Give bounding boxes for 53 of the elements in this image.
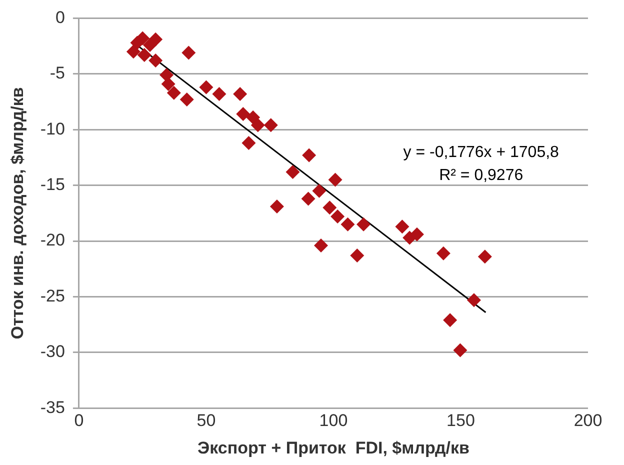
point: [453, 343, 468, 358]
point: [130, 36, 144, 50]
y-tick-label: -20: [40, 230, 65, 250]
point: [161, 76, 176, 91]
point: [233, 86, 248, 101]
point: [314, 238, 328, 253]
x-tick-label: 200: [574, 411, 602, 430]
point: [264, 118, 278, 132]
y-tick-label: -15: [40, 175, 65, 194]
y-tick-label: -30: [40, 342, 65, 362]
point: [142, 38, 157, 52]
point: [478, 250, 492, 264]
y-axis-title: Отток инв. доходов, $млрд/кв: [8, 87, 27, 340]
point: [250, 118, 265, 132]
y-tick-label: 0: [56, 8, 65, 27]
point: [286, 164, 300, 179]
annotation: y = -0,1776x + 1705,8: [403, 144, 560, 162]
x-tick-label: 50: [196, 411, 216, 430]
point: [270, 200, 284, 214]
x-axis-title: Экспорт + Приток FDI, $млрд/кв: [198, 438, 470, 458]
point: [212, 86, 226, 101]
point: [356, 217, 371, 232]
point: [395, 220, 410, 234]
point: [246, 110, 260, 124]
point: [301, 192, 316, 206]
x-tick-label: 100: [319, 411, 348, 430]
point: [350, 248, 364, 263]
point: [436, 246, 450, 260]
y-tick-label: -10: [40, 119, 65, 138]
point: [180, 92, 194, 107]
x-tick-label: 0: [74, 411, 84, 430]
point: [199, 80, 214, 94]
point: [166, 86, 181, 100]
y-tick-label: -35: [40, 398, 65, 417]
point: [182, 46, 196, 60]
point: [410, 227, 424, 242]
point: [466, 293, 481, 308]
point: [312, 184, 326, 198]
point: [322, 200, 337, 215]
point: [126, 44, 140, 59]
point: [328, 172, 342, 187]
point: [330, 210, 345, 224]
x-tick-label: 150: [446, 411, 475, 430]
point: [148, 54, 163, 68]
y-tick-label: -5: [50, 64, 65, 83]
point: [443, 313, 458, 328]
point: [236, 107, 250, 122]
point: [302, 148, 316, 162]
point: [242, 136, 256, 150]
y-tick-label: -25: [40, 286, 65, 306]
point: [340, 217, 355, 232]
annotation: R² = 0,9276: [439, 167, 524, 184]
point: [137, 48, 152, 62]
